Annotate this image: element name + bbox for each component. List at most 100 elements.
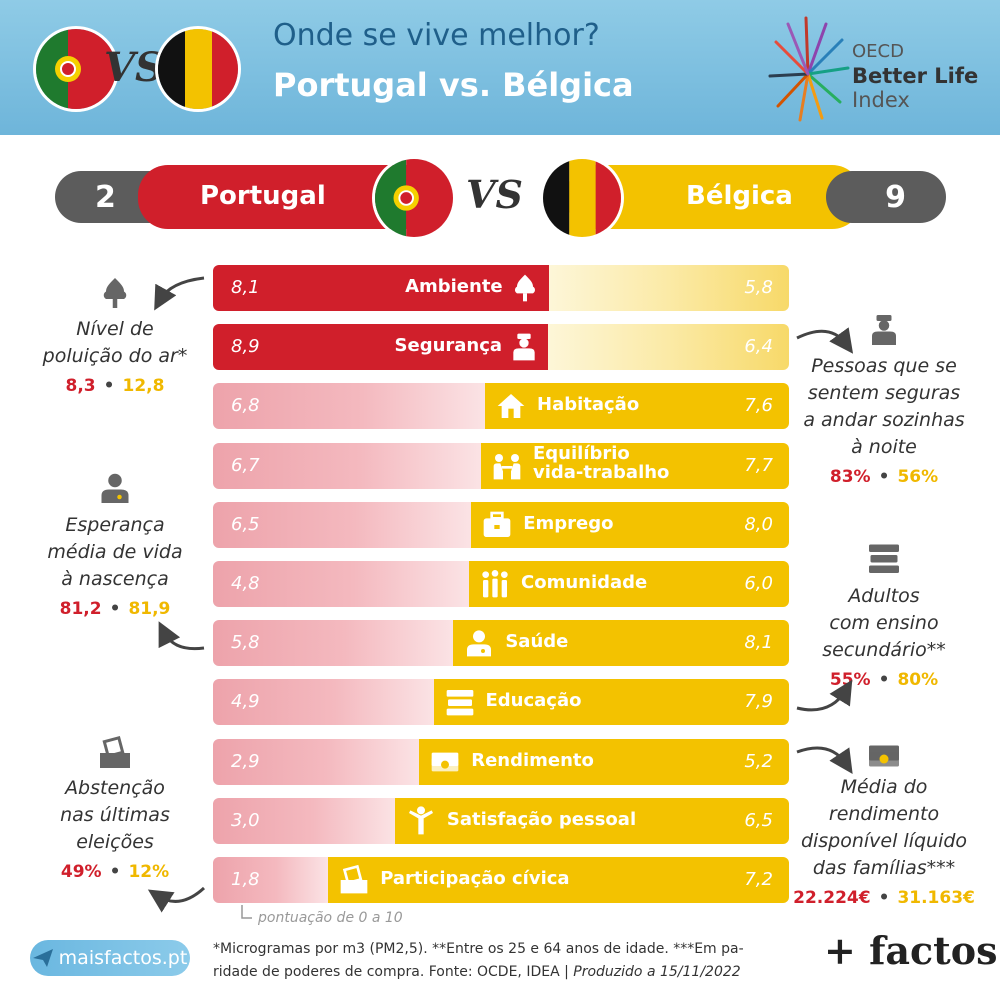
doctor-icon (97, 470, 133, 506)
belgium-bar (394, 798, 789, 844)
category-label: Equilíbrio vida-trabalho (533, 444, 669, 482)
books-icon (866, 540, 902, 576)
belgium-name: Bélgica (686, 181, 793, 211)
scoreboard-vs: VS (466, 172, 523, 217)
note-title-line: Adultos (848, 585, 920, 607)
chart-row-bars (213, 443, 789, 489)
chart-row: 2,9 5,2 Rendimento (213, 739, 789, 785)
arrow-seguranca (796, 327, 854, 354)
portugal-bar (213, 798, 395, 844)
arrow-saude (158, 621, 205, 651)
note-title-line: Esperança (65, 514, 165, 536)
portugal-flag-icon (372, 156, 456, 240)
chart-row: 8,9 6,4 Segurança (213, 324, 789, 370)
portugal-bar (213, 739, 420, 785)
belgium-bar (471, 502, 789, 548)
chart-row-bars (213, 383, 789, 429)
category-label-line: Educação (485, 690, 582, 711)
money-icon (866, 738, 902, 774)
arrow-participacao (147, 886, 206, 913)
portugal-note-value: 83% (829, 467, 871, 487)
category-label: Saúde (505, 631, 568, 652)
briefcase-icon (481, 509, 513, 541)
category-label: Ambiente (405, 276, 503, 297)
chart-row: 6,7 7,7 Equilíbrio vida-trabalho (213, 443, 789, 489)
send-icon (32, 949, 53, 967)
books-icon (444, 686, 476, 718)
chart-row: 4,8 6,0 Comunidade (213, 561, 789, 607)
chart-row-bars (213, 620, 789, 666)
note-title-line: Abstenção (65, 777, 165, 799)
note-values: 8,3 • 12,8 (5, 376, 225, 396)
portugal-bar (213, 620, 454, 666)
category-label: Habitação (537, 394, 639, 415)
site-link[interactable]: maisfactos.pt (30, 940, 190, 976)
note-title-line: Média do (840, 776, 928, 798)
note-title-line: nas últimas (60, 804, 170, 826)
note-values: 81,2 • 81,9 (5, 599, 225, 619)
chart-row-bars (213, 561, 789, 607)
note-title-line: à noite (851, 436, 917, 458)
category-label-line: Segurança (394, 335, 503, 356)
note-values: 83% • 56% (774, 467, 994, 487)
note-title-line: disponível líquido (800, 830, 968, 852)
portugal-bar (213, 324, 549, 370)
belgium-value: 7,2 (744, 869, 773, 890)
arrow-rendimento (796, 746, 853, 774)
chart-row: 6,5 8,0 Emprego (213, 502, 789, 548)
footnote-source: ridade de poderes de compra. Fonte: OCDE… (213, 964, 574, 980)
note-values: 49% • 12% (5, 862, 225, 882)
note-title-line: das famílias*** (812, 857, 956, 879)
belgium-bar (453, 620, 789, 666)
separator-dot: • (109, 599, 121, 619)
note-title: Adultos com ensino secundário** (774, 583, 994, 664)
belgium-bar (481, 443, 789, 489)
category-label-line: Habitação (537, 394, 640, 415)
chart-row: 1,8 7,2 Participação cívica (213, 857, 789, 903)
portugal-score-value: 2 (95, 179, 116, 215)
belgium-note-value: 81,9 (128, 599, 171, 619)
category-label-line: Ambiente (405, 276, 503, 297)
note-title-line: a andar sozinhas (803, 409, 965, 431)
category-label: Emprego (523, 513, 613, 534)
category-label-line: Participação cívica (380, 868, 570, 889)
note-title: Nível de poluição do ar* (5, 316, 225, 370)
footnote: *Microgramas por m3 (PM2,5). **Entre os … (213, 938, 813, 984)
portugal-value: 5,8 (231, 632, 260, 653)
footnote-line1: *Microgramas por m3 (PM2,5). **Entre os … (213, 941, 744, 957)
note-title-line: à nascença (61, 568, 169, 590)
portugal-value: 4,8 (231, 573, 260, 594)
chart-row: 6,8 7,6 Habitação (213, 383, 789, 429)
portugal-value: 8,1 (231, 277, 260, 298)
tree-icon (509, 272, 541, 304)
belgium-value: 5,8 (744, 277, 773, 298)
category-label: Comunidade (521, 572, 647, 593)
portugal-note-value: 81,2 (59, 599, 102, 619)
belgium-note-value: 31.163€ (897, 888, 975, 908)
logo-oecd: OECD (852, 41, 904, 62)
belgium-value: 6,5 (744, 810, 773, 831)
category-label: Segurança (395, 335, 503, 356)
belgium-note-value: 56% (897, 467, 939, 487)
portugal-bar (213, 561, 469, 607)
belgium-value: 7,7 (744, 455, 773, 476)
belgium-note-value: 12,8 (122, 376, 165, 396)
chart-row: 5,8 8,1 Saúde (213, 620, 789, 666)
category-label-line: Emprego (523, 513, 614, 534)
category-label: Rendimento (471, 750, 594, 771)
note-title-line: secundário** (822, 639, 946, 661)
police-icon (508, 331, 540, 363)
belgium-score-value: 9 (885, 179, 906, 215)
note-title: Média do rendimento disponível líquido das … (774, 774, 994, 882)
separator-dot: • (878, 670, 890, 690)
category-label-line: Comunidade (521, 572, 648, 593)
note-title-line: média de vida (47, 541, 183, 563)
portugal-bar (213, 443, 481, 489)
belgium-bar (328, 857, 789, 903)
belgium-value: 7,9 (744, 691, 773, 712)
chart-row-bars (213, 857, 789, 903)
scale-note: pontuação de 0 a 10 (258, 910, 403, 926)
chart-row: 4,9 7,9 Educação (213, 679, 789, 725)
doctor-icon (463, 627, 495, 659)
